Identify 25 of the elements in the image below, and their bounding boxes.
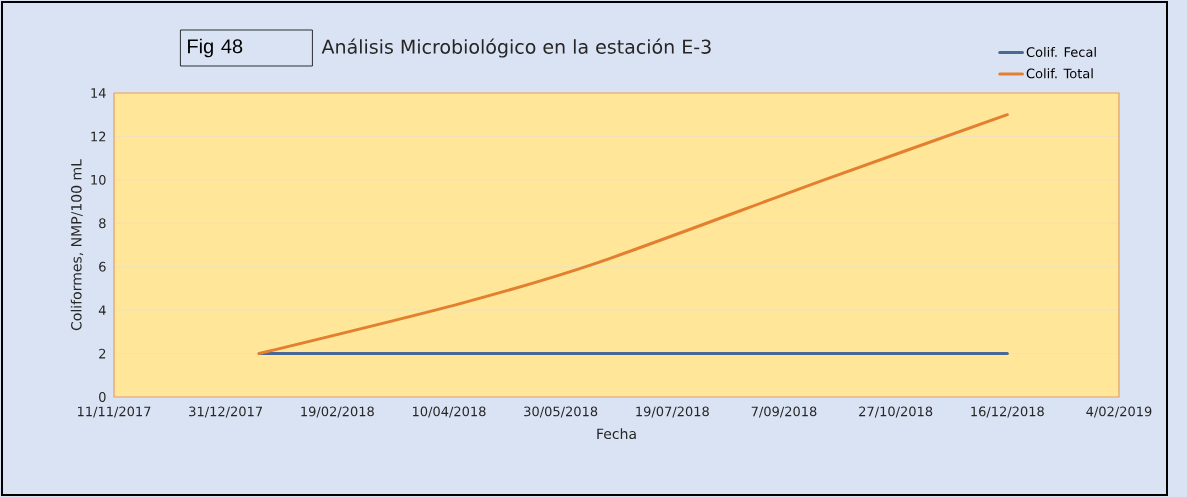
x-tick-label: 10/04/2018 — [412, 406, 486, 418]
x-tick-label: 7/09/2018 — [751, 406, 817, 418]
x-tick-label: 19/02/2018 — [301, 406, 374, 418]
y-tick-label: 4 — [98, 305, 106, 315]
legend-label: Colif. Fecal — [1026, 46, 1096, 57]
legend-label: Colif. Total — [1026, 68, 1093, 79]
x-tick-label: 19/07/2018 — [636, 406, 709, 418]
chart-title: Análisis Microbiológico en la estación E-3 — [321, 38, 711, 58]
x-tick-label: 16/12/2018 — [971, 406, 1044, 418]
x-tick-label: 4/02/2019 — [1086, 406, 1152, 418]
x-tick-label: 30/05/2018 — [524, 406, 598, 418]
y-tick-label: 14 — [91, 88, 106, 98]
x-tick-label: 11/11/2017 — [77, 406, 151, 418]
y-tick-label: 8 — [99, 218, 106, 229]
y-axis-title: Coliformes, NMP/100 mL — [70, 159, 84, 331]
y-tick-label: 2 — [99, 348, 106, 359]
y-tick-label: 10 — [91, 174, 106, 185]
x-tick-label: 31/12/2017 — [189, 406, 263, 418]
x-tick-label: 27/10/2018 — [859, 406, 933, 418]
y-tick-label: 12 — [91, 131, 106, 142]
line-series — [257, 113, 1009, 356]
y-tick-label: 6 — [99, 261, 106, 272]
caption: Fig 48 — [188, 38, 243, 58]
y-tick-label: 0 — [99, 392, 106, 402]
x-axis-title: Fecha — [597, 428, 636, 440]
